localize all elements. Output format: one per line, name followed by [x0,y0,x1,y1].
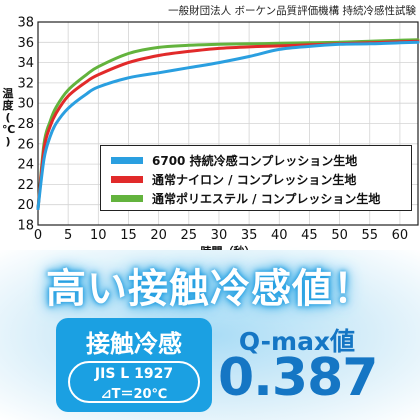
y-tick-label: 22 [17,178,34,193]
test-condition-pill: JIS L 1927 ⊿T＝20℃ [68,361,200,403]
x-tick-label: 40 [271,228,288,243]
y-axis-title-char: ℃ [2,123,16,136]
line-chart: 18 20 22 24 26 28 30 32 34 36 38 0 5 10 15 20 25 30 35 40 45… [17,16,420,258]
y-tick-label: 32 [17,76,34,91]
legend-swatch [111,176,143,183]
y-tick-label: 36 [17,36,34,51]
x-tick-label: 50 [331,228,348,243]
x-tick-label: 35 [241,228,258,243]
y-tick-label: 34 [17,56,34,71]
x-tick-label: 15 [120,228,137,243]
y-axis-title: 温 度 ( ℃ ) [2,87,16,148]
legend-item: 通常ポリエステル / コンプレッション生地 [111,189,411,208]
x-tick-label: 45 [301,228,318,243]
x-tick-label: 30 [211,228,228,243]
legend-label: 通常ポリエステル / コンプレッション生地 [152,192,381,206]
x-tick-label: 20 [150,228,167,243]
x-tick-label: 25 [181,228,198,243]
y-axis-title-char: 温 [2,87,14,100]
y-tick-label: 26 [17,137,34,152]
y-axis-title-char: ) [5,135,11,148]
x-tick-label: 0 [34,228,42,243]
qmax-label: Q-max値 [238,327,356,356]
feature-title: 接触冷感 [86,330,182,358]
y-tick-label: 30 [17,97,34,112]
x-tick-label: 5 [64,228,72,243]
y-tick-label: 24 [17,158,34,173]
x-tick-label: 55 [361,228,378,243]
feature-box: 接触冷感 JIS L 1927 ⊿T＝20℃ [56,318,212,412]
headline: 高い接触冷感値！ [46,266,374,312]
legend-swatch [111,157,143,164]
legend-item: 6700 持続冷感コンプレッション生地 [111,151,411,170]
x-tick-label: 10 [90,228,107,243]
legend-label: 6700 持続冷感コンプレッション生地 [152,154,358,168]
feature-banner: 高い接触冷感値！ 接触冷感 JIS L 1927 ⊿T＝20℃ Q-max値 0… [0,250,420,420]
chart-legend: 6700 持続冷感コンプレッション生地 通常ナイロン / コンプレッション生地 … [100,145,412,211]
chart-area: 18 20 22 24 26 28 30 32 34 36 38 0 5 10 15 20 25 30 35 40 45… [2,5,420,258]
y-tick-label: 28 [17,117,34,132]
legend-item: 通常ナイロン / コンプレッション生地 [111,170,411,189]
plot-frame [37,21,419,226]
test-delta-t: ⊿T＝20℃ [100,387,168,402]
y-axis-title-char: ( [5,111,11,124]
source-note: 一般財団法人 ボーケン品質評価機構 持続冷感性試験 [168,5,416,17]
y-tick-label: 20 [17,198,34,213]
x-tick-label: 60 [392,228,409,243]
y-axis-title-char: 度 [2,99,14,112]
test-standard: JIS L 1927 [94,366,174,382]
legend-label: 通常ナイロン / コンプレッション生地 [152,173,357,187]
qmax-value: 0.387 [218,348,378,408]
series-line [36,40,420,211]
legend-swatch [111,195,143,202]
y-tick-label: 18 [17,219,34,234]
y-tick-label: 38 [17,16,34,31]
